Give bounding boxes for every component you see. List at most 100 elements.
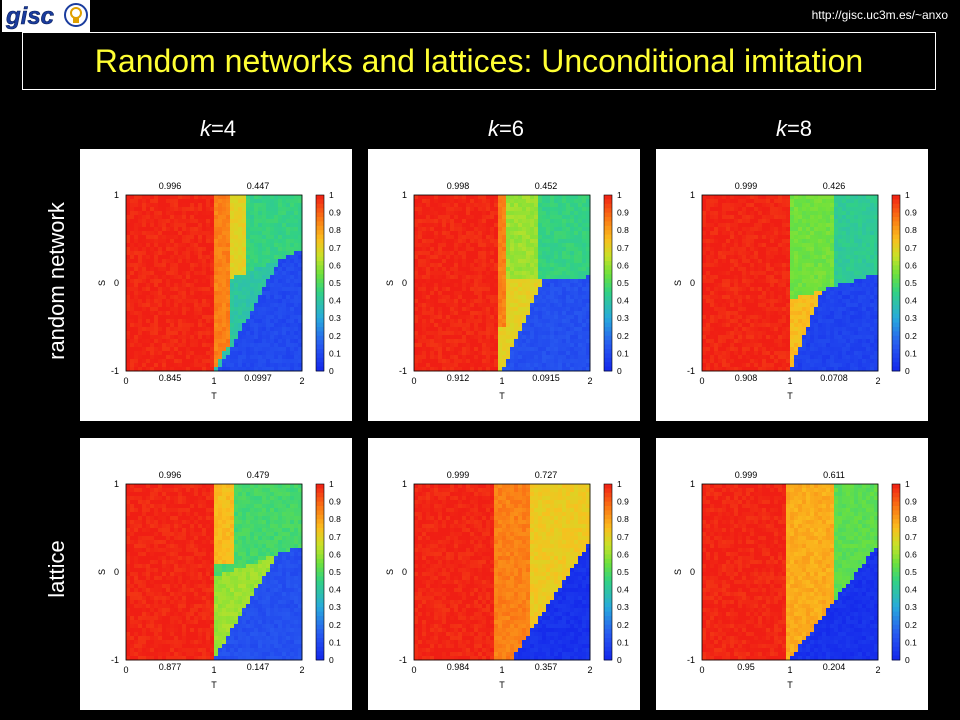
heatmap-cell — [550, 319, 555, 324]
heatmap-cell — [746, 347, 751, 352]
heatmap-cell — [450, 215, 455, 220]
heatmap-cell — [566, 227, 571, 232]
heatmap-cell — [578, 347, 583, 352]
heatmap-cell — [734, 363, 739, 368]
heatmap-cell — [182, 347, 187, 352]
heatmap-cell — [170, 235, 175, 240]
heatmap-cell — [586, 299, 591, 304]
heatmap-cell — [706, 359, 711, 364]
heatmap-cell — [486, 195, 491, 200]
heatmap-cell — [742, 335, 747, 340]
heatmap-cell — [198, 347, 203, 352]
heatmap-cell — [562, 291, 567, 296]
heatmap-cell — [450, 195, 455, 200]
heatmap-cell — [574, 267, 579, 272]
heatmap-cell — [502, 231, 507, 236]
colorbar-tick-label: 0.8 — [617, 225, 629, 235]
heatmap-cell — [134, 287, 139, 292]
heatmap-cell — [262, 215, 267, 220]
heatmap-cell — [194, 271, 199, 276]
heatmap-cell — [762, 247, 767, 252]
heatmap-cell — [286, 251, 291, 256]
colorbar-segment — [604, 278, 612, 284]
heatmap-cell — [226, 339, 231, 344]
heatmap-cell — [230, 267, 235, 272]
heatmap-cell — [442, 283, 447, 288]
heatmap-cell — [774, 203, 779, 208]
heatmap-cell — [774, 247, 779, 252]
heatmap-cell — [238, 359, 243, 364]
heatmap-cell — [758, 347, 763, 352]
heatmap-cell — [254, 231, 259, 236]
heatmap-cell — [218, 275, 223, 280]
heatmap-cell — [518, 195, 523, 200]
heatmap-cell — [178, 271, 183, 276]
heatmap-cell — [270, 199, 275, 204]
heatmap-cell — [742, 363, 747, 368]
url-link[interactable]: http://gisc.uc3m.es/~anxo — [811, 8, 948, 22]
heatmap-cell — [282, 267, 287, 272]
heatmap-cell — [266, 267, 271, 272]
heatmap-cell — [702, 303, 707, 308]
heatmap-cell — [254, 303, 259, 308]
heatmap-cell — [542, 323, 547, 328]
heatmap-cell — [158, 195, 163, 200]
heatmap-cell — [126, 327, 131, 332]
heatmap-cell — [478, 307, 483, 312]
heatmap-cell — [478, 219, 483, 224]
heatmap-cell — [454, 367, 459, 372]
heatmap-cell — [182, 279, 187, 284]
heatmap-cell — [202, 219, 207, 224]
heatmap-cell — [266, 331, 271, 336]
heatmap-cell — [538, 207, 543, 212]
heatmap-cell — [154, 311, 159, 316]
heatmap-cell — [230, 355, 235, 360]
heatmap-cell — [754, 215, 759, 220]
heatmap-cell — [766, 235, 771, 240]
heatmap-cell — [774, 207, 779, 212]
quadrant-annotation: 0.845 — [159, 373, 182, 383]
heatmap-cell — [210, 295, 215, 300]
heatmap-cell — [726, 259, 731, 264]
heatmap-cell — [506, 359, 511, 364]
heatmap-cell — [294, 279, 299, 284]
heatmap-cell — [226, 287, 231, 292]
heatmap-cell — [246, 347, 251, 352]
heatmap-cell — [442, 199, 447, 204]
heatmap-cell — [714, 283, 719, 288]
heatmap-cell — [234, 195, 239, 200]
heatmap-cell — [182, 247, 187, 252]
heatmap-cell — [482, 215, 487, 220]
heatmap-cell — [550, 283, 555, 288]
heatmap-cell — [458, 227, 463, 232]
heatmap-cell — [126, 351, 131, 356]
heatmap-cell — [282, 215, 287, 220]
heatmap-cell — [586, 323, 591, 328]
heatmap-cell — [514, 267, 519, 272]
heatmap-cell — [158, 351, 163, 356]
heatmap-cell — [178, 299, 183, 304]
heatmap-cell — [502, 335, 507, 340]
heatmap-cell — [258, 295, 263, 300]
heatmap-cell — [582, 315, 587, 320]
heatmap-cell — [746, 323, 751, 328]
heatmap-cell — [150, 343, 155, 348]
heatmap-cell — [482, 335, 487, 340]
heatmap-cell — [478, 243, 483, 248]
heatmap-cell — [234, 347, 239, 352]
heatmap-cell — [298, 219, 303, 224]
heatmap-cell — [554, 319, 559, 324]
heatmap-cell — [486, 347, 491, 352]
heatmap-cell — [214, 299, 219, 304]
heatmap-cell — [446, 319, 451, 324]
heatmap-cell — [190, 207, 195, 212]
heatmap-cell — [274, 223, 279, 228]
heatmap-cell — [702, 239, 707, 244]
heatmap-cell — [422, 335, 427, 340]
heatmap-cell — [146, 291, 151, 296]
heatmap-cell — [494, 339, 499, 344]
heatmap-cell — [482, 239, 487, 244]
heatmap-cell — [174, 275, 179, 280]
heatmap-cell — [742, 319, 747, 324]
heatmap-cell — [238, 319, 243, 324]
